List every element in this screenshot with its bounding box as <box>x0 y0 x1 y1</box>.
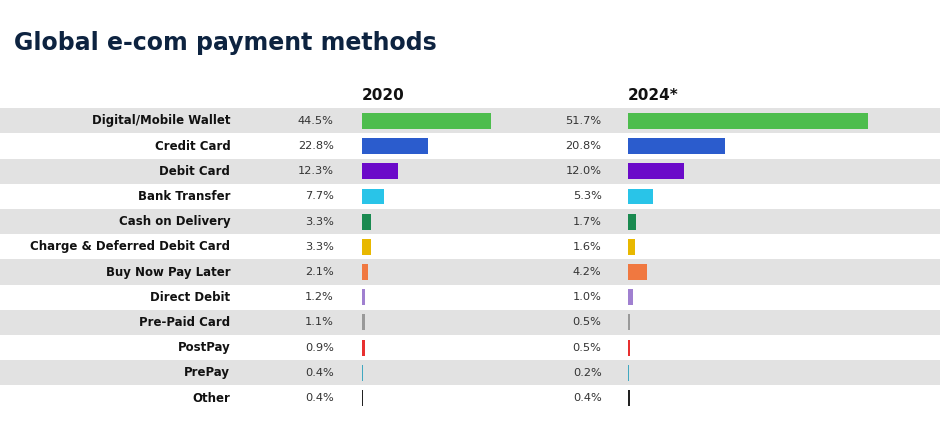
Text: 0.4%: 0.4% <box>305 393 334 403</box>
Bar <box>362 315 365 331</box>
Bar <box>628 163 683 179</box>
Text: 12.3%: 12.3% <box>298 166 334 176</box>
Bar <box>0 259 940 285</box>
Bar <box>362 290 366 305</box>
Text: 12.0%: 12.0% <box>566 166 602 176</box>
Text: 0.4%: 0.4% <box>305 368 334 378</box>
Bar <box>628 188 652 204</box>
Bar <box>628 113 869 129</box>
Bar <box>362 163 398 179</box>
Bar <box>628 239 635 255</box>
Bar <box>628 315 630 331</box>
Text: 0.5%: 0.5% <box>572 343 602 353</box>
Text: 2020: 2020 <box>362 88 404 103</box>
Text: 22.8%: 22.8% <box>298 141 334 151</box>
Text: Global e-com payment methods: Global e-com payment methods <box>14 31 437 55</box>
Bar <box>362 390 363 406</box>
Bar <box>628 214 635 230</box>
Text: 0.5%: 0.5% <box>572 317 602 328</box>
Bar <box>0 159 940 184</box>
Bar <box>362 214 371 230</box>
Text: Other: Other <box>193 392 230 404</box>
Text: 20.8%: 20.8% <box>566 141 602 151</box>
Text: PostPay: PostPay <box>178 341 230 354</box>
Bar <box>0 209 940 234</box>
Text: 1.2%: 1.2% <box>305 292 334 302</box>
Bar <box>628 290 633 305</box>
Bar <box>628 138 725 154</box>
Text: 0.9%: 0.9% <box>305 343 334 353</box>
Text: 5.3%: 5.3% <box>572 191 602 202</box>
Bar <box>0 184 940 209</box>
Bar <box>362 138 428 154</box>
Text: 3.3%: 3.3% <box>305 217 334 227</box>
Bar <box>0 133 940 159</box>
Bar <box>0 385 940 411</box>
Bar <box>0 335 940 360</box>
Bar <box>628 390 630 406</box>
Text: Pre-Paid Card: Pre-Paid Card <box>139 316 230 329</box>
Text: 44.5%: 44.5% <box>298 116 334 126</box>
Text: Credit Card: Credit Card <box>154 140 230 152</box>
Bar <box>362 264 368 280</box>
Bar <box>362 365 363 381</box>
Text: 1.0%: 1.0% <box>572 292 602 302</box>
Text: Cash on Delivery: Cash on Delivery <box>118 215 230 228</box>
Text: 0.2%: 0.2% <box>572 368 602 378</box>
Bar <box>362 113 492 129</box>
Bar <box>628 339 630 355</box>
Bar <box>362 188 384 204</box>
Text: 4.2%: 4.2% <box>573 267 602 277</box>
Text: Direct Debit: Direct Debit <box>150 291 230 304</box>
Bar <box>628 264 648 280</box>
Bar <box>0 234 940 259</box>
Text: 51.7%: 51.7% <box>566 116 602 126</box>
Text: 1.1%: 1.1% <box>305 317 334 328</box>
Bar <box>0 360 940 385</box>
Text: Charge & Deferred Debit Card: Charge & Deferred Debit Card <box>30 240 230 253</box>
Text: PrePay: PrePay <box>184 366 230 379</box>
Bar <box>0 310 940 335</box>
Text: 2024*: 2024* <box>628 88 679 103</box>
Text: 7.7%: 7.7% <box>305 191 334 202</box>
Text: 3.3%: 3.3% <box>305 242 334 252</box>
Text: 2.1%: 2.1% <box>305 267 334 277</box>
Text: Debit Card: Debit Card <box>160 165 230 178</box>
Text: Bank Transfer: Bank Transfer <box>138 190 230 203</box>
Bar <box>362 239 371 255</box>
Text: 1.6%: 1.6% <box>572 242 602 252</box>
Text: Digital/Mobile Wallet: Digital/Mobile Wallet <box>92 114 230 127</box>
Text: Buy Now Pay Later: Buy Now Pay Later <box>105 266 230 278</box>
Bar <box>0 285 940 310</box>
Text: 0.4%: 0.4% <box>572 393 602 403</box>
Bar <box>362 339 365 355</box>
Text: 1.7%: 1.7% <box>572 217 602 227</box>
Bar <box>0 108 940 133</box>
